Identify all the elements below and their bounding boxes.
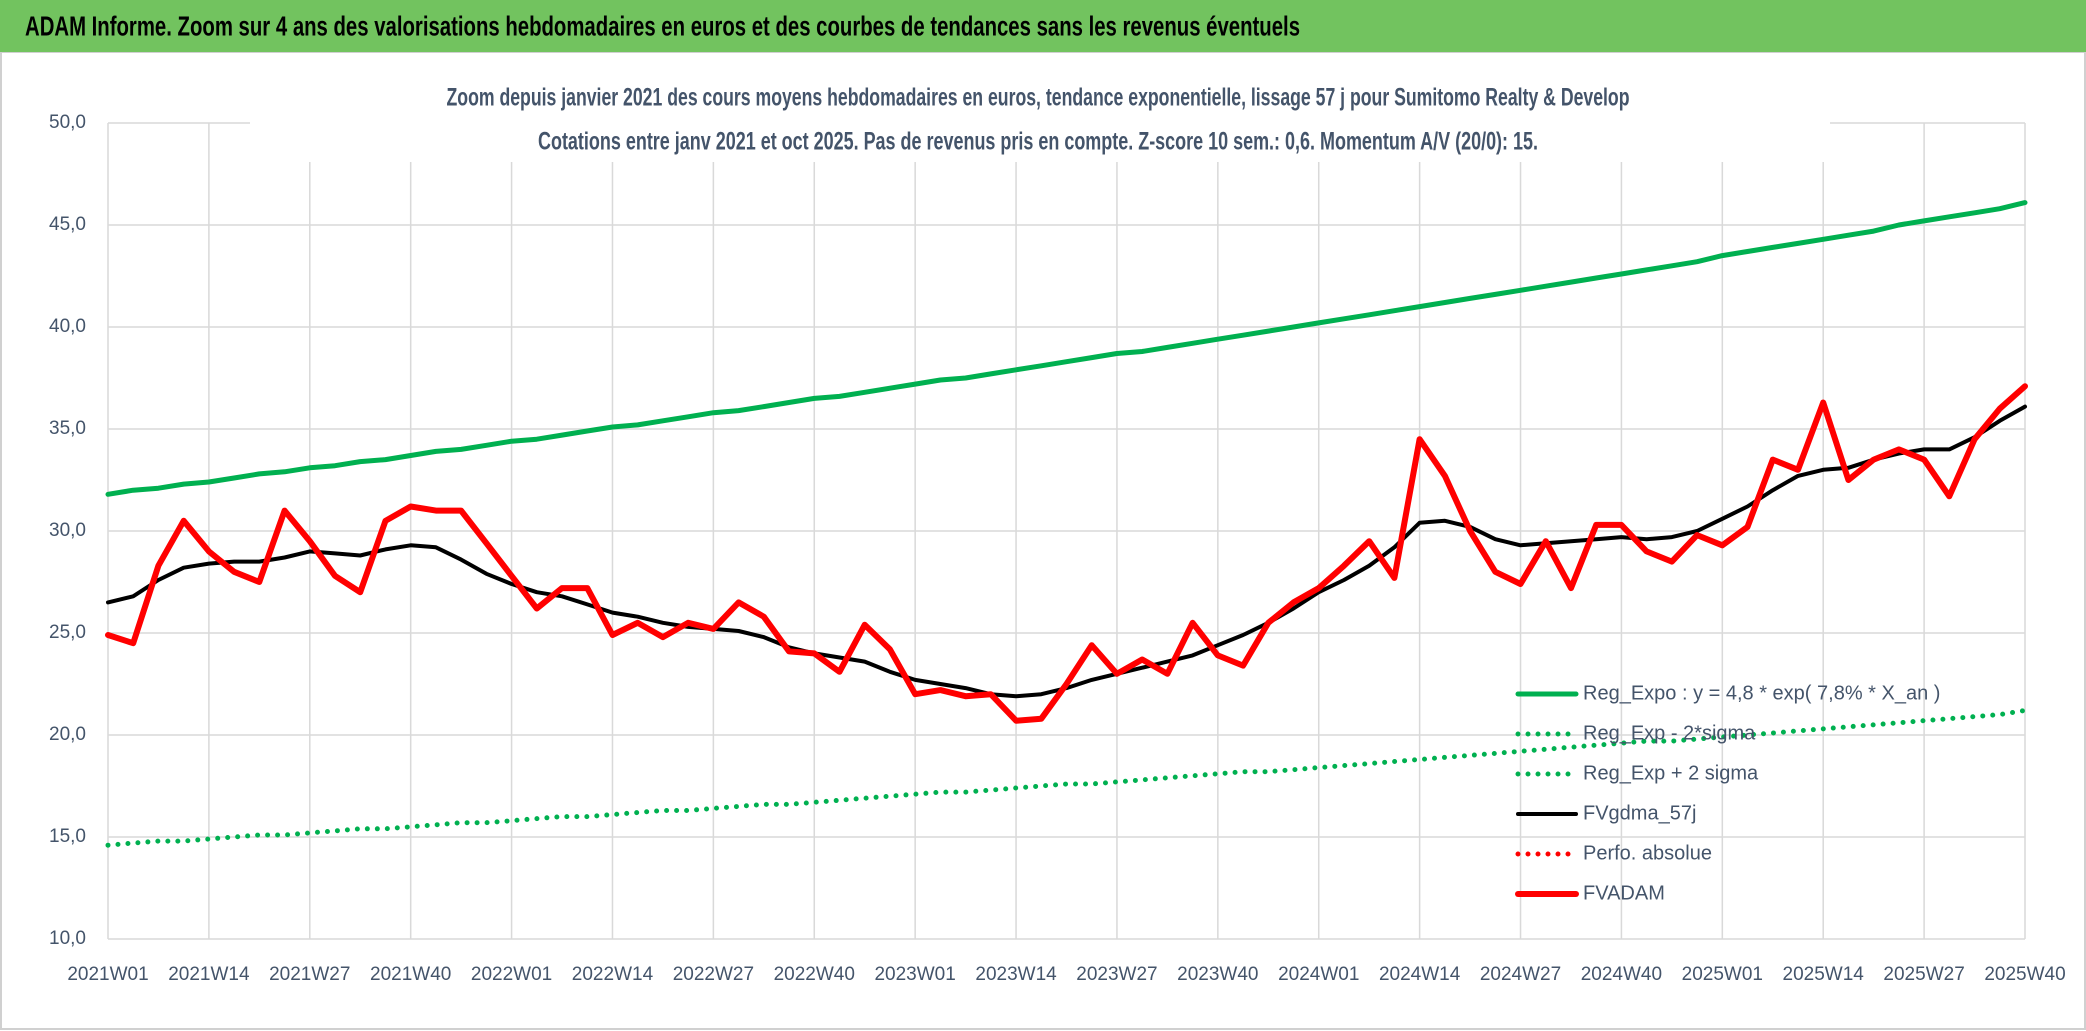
x-tick-label: 2022W01 [471,964,552,985]
y-tick-label: 30,0 [49,520,86,541]
x-tick-label: 2024W40 [1581,964,1662,985]
x-tick-label: 2025W14 [1783,964,1865,985]
x-tick-label: 2023W01 [874,964,955,985]
x-tick-label: 2025W01 [1682,964,1763,985]
plot [105,200,2028,848]
x-tick-label: 2025W27 [1883,964,1964,985]
legend-label: FVgdma_57j [1583,802,1696,824]
legend-label: FVADAM [1583,882,1665,904]
legend-label: Reg_Expo : y = 4,8 * exp( 7,8% * X_an ) [1583,682,1940,704]
x-tick-label: 2023W14 [975,964,1057,985]
x-tick-label: 2021W27 [269,964,350,985]
x-tick-label: 2024W14 [1379,964,1461,985]
chart-subtitle: Zoom depuis janvier 2021 des cours moyen… [447,84,1630,112]
series-line [105,200,2028,497]
y-tick-label: 40,0 [49,316,86,337]
legend-label: Perfo. absolue [1583,842,1712,864]
chart-subtitle: Cotations entre janv 2021 et oct 2025. P… [538,128,1538,156]
x-tick-label: 2023W40 [1177,964,1258,985]
x-tick-label: 2024W27 [1480,964,1561,985]
legend-label: Reg_Exp + 2 sigma [1583,762,1759,784]
series-line [105,383,2028,724]
legend: Reg_Expo : y = 4,8 * exp( 7,8% * X_an ) R… [1515,682,1940,904]
x-tick-label: 2021W40 [370,964,451,985]
x-tick-label: 2021W14 [168,964,250,985]
y-tick-label: 10,0 [49,928,86,949]
x-tick-label: 2025W40 [1984,964,2065,985]
y-tick-label: 50,0 [49,112,86,133]
legend-label: Reg_Exp - 2*sigma [1583,722,1756,744]
y-tick-label: 20,0 [49,724,86,745]
header-title: ADAM Informe. Zoom sur 4 ans des valoris… [25,10,1300,41]
header-bar [0,0,2086,52]
y-tick-label: 25,0 [49,622,86,643]
x-tick-label: 2021W01 [67,964,148,985]
x-tick-label: 2023W27 [1076,964,1157,985]
x-tick-label: 2022W14 [572,964,654,985]
x-tick-label: 2022W40 [774,964,855,985]
series-line [105,708,2028,848]
y-tick-label: 15,0 [49,826,86,847]
x-tick-label: 2022W27 [673,964,754,985]
y-tick-label: 35,0 [49,418,86,439]
subtitle-background [250,80,1830,162]
y-tick-label: 45,0 [49,214,86,235]
x-tick-label: 2024W01 [1278,964,1359,985]
